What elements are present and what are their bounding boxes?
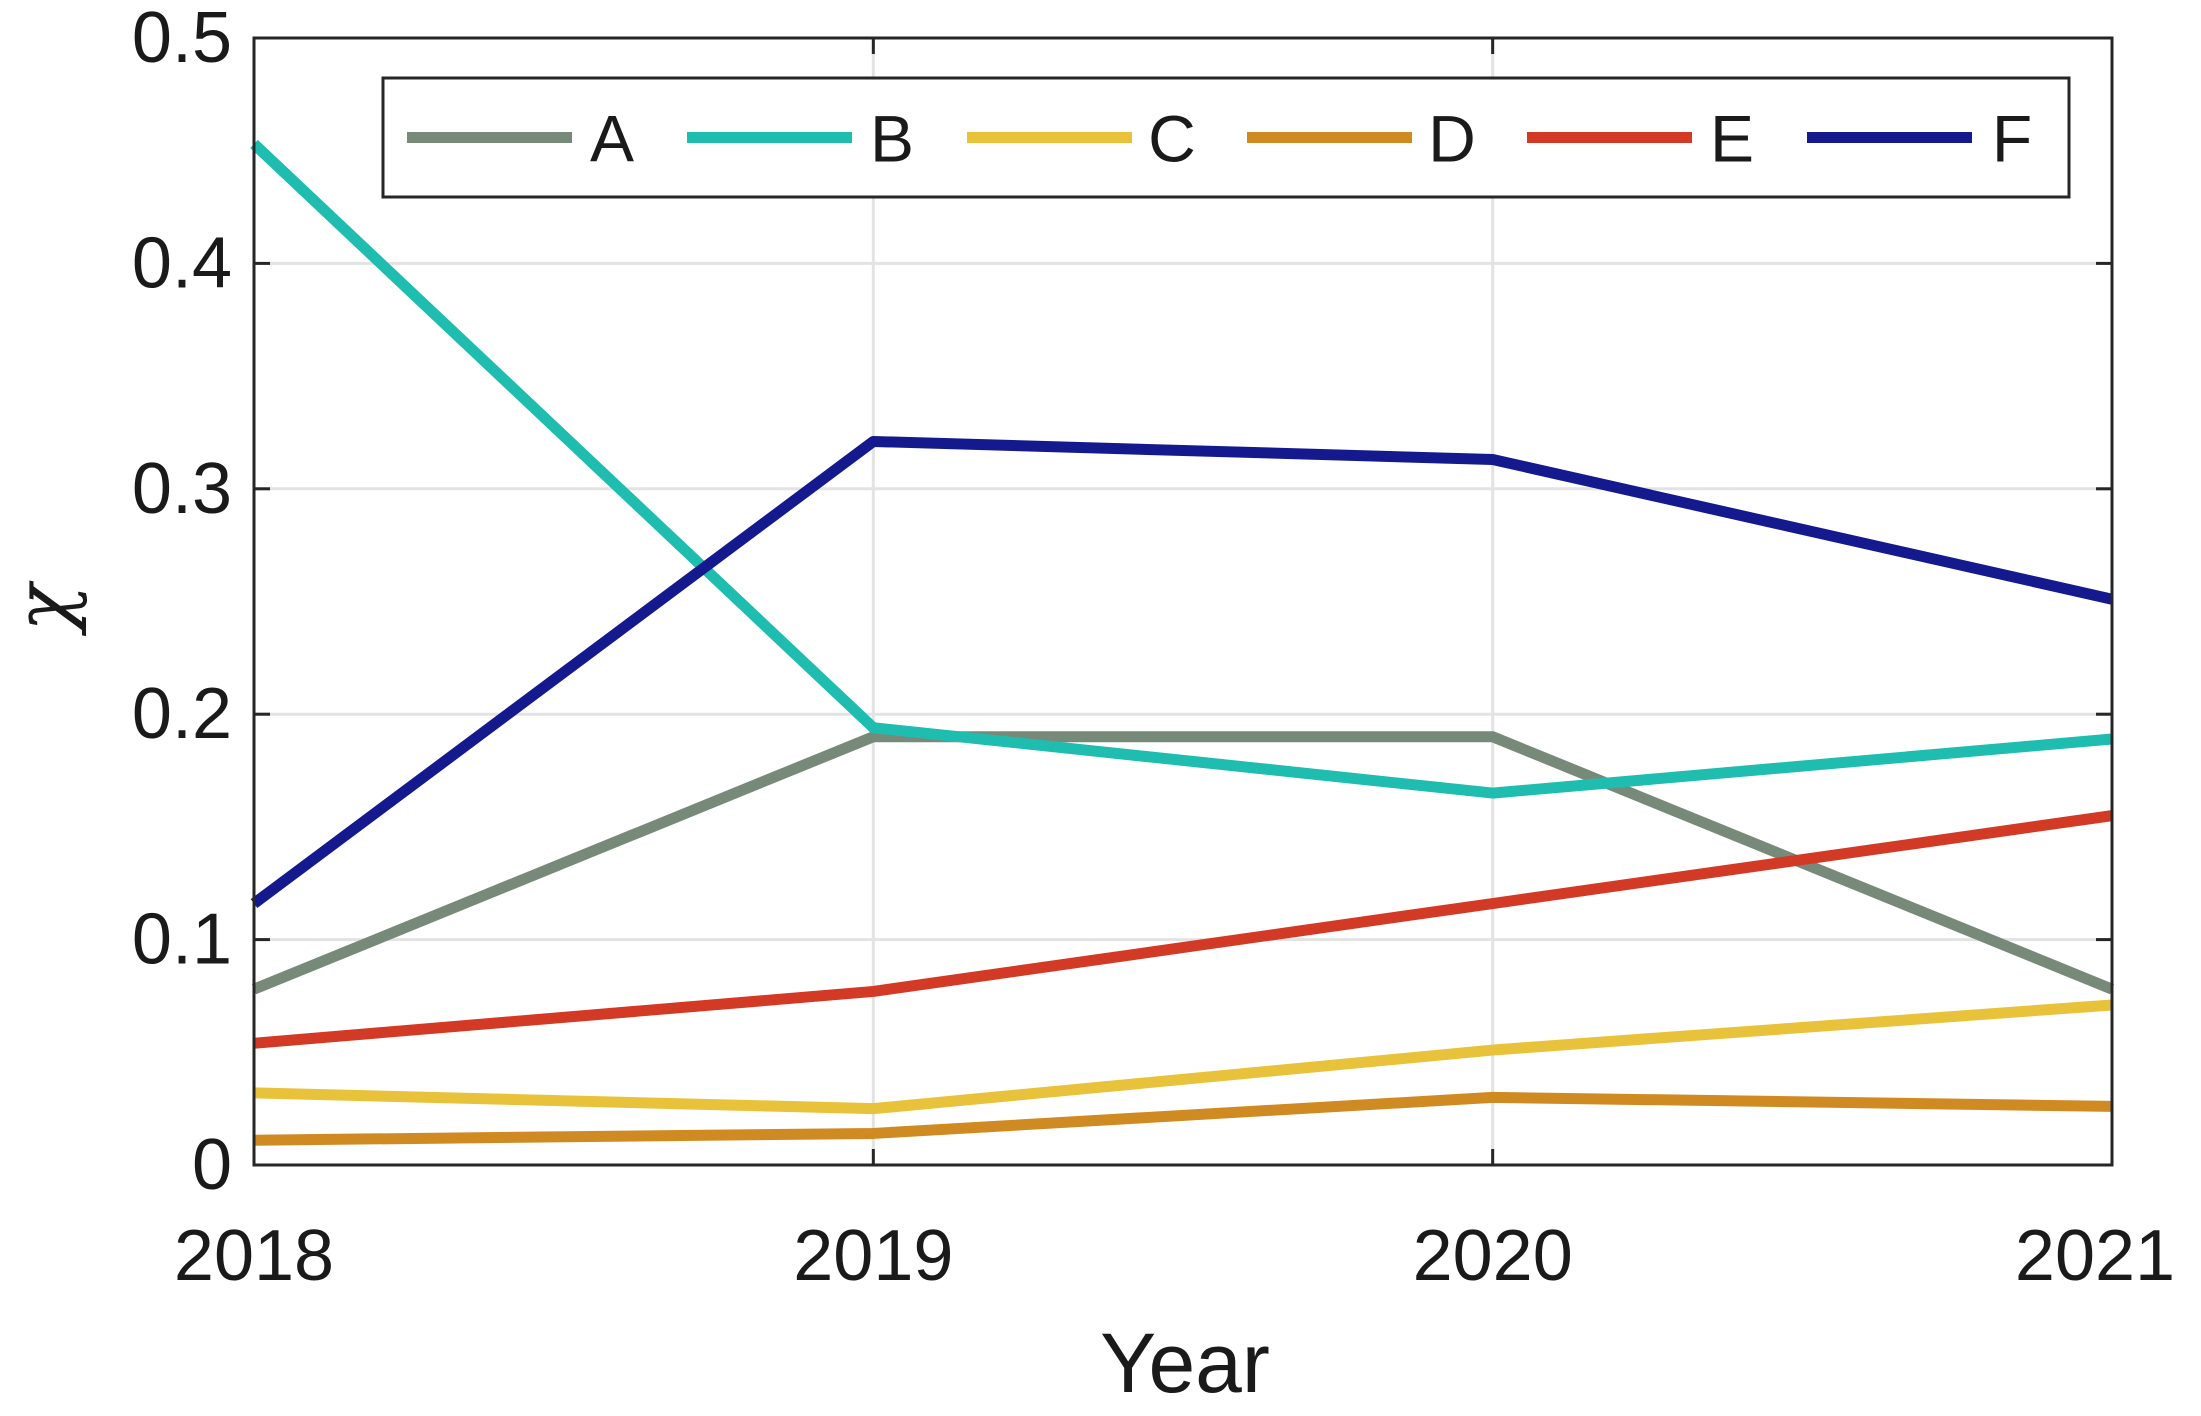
grid: [254, 38, 2112, 1165]
legend-label-b: B: [870, 102, 914, 176]
series-line-c: [253, 999, 2113, 1115]
axes: [252, 36, 2114, 1167]
y-tick-label: 0.3: [132, 449, 232, 529]
series-line-b: [250, 139, 2113, 799]
series-line-f: [250, 435, 2114, 908]
y-tick-label: 0.1: [132, 900, 232, 980]
plot-frame: [252, 36, 2114, 1167]
tick-labels: 0 0.1 0.2 0.3 0.4 0.5 2018 2019 2020 2021: [132, 0, 2175, 1296]
legend-label-a: A: [590, 102, 634, 176]
legend-label-e: E: [1710, 102, 1754, 176]
legend: A B C D E F: [381, 76, 2071, 199]
y-axis-label: χ: [0, 580, 89, 637]
series-line-e: [253, 810, 2113, 1049]
x-tick-label: 2020: [1413, 1216, 1573, 1296]
x-tick-label: 2021: [2015, 1216, 2175, 1296]
x-axis-label: Year: [1100, 1316, 1270, 1410]
y-tick-label: 0: [192, 1125, 232, 1205]
series-lines: [250, 139, 2115, 1146]
x-tick-label: 2018: [174, 1216, 334, 1296]
y-tick-label: 0.4: [132, 223, 232, 303]
legend-box: [381, 76, 2071, 199]
legend-label-c: C: [1148, 102, 1196, 176]
series-line-d: [253, 1091, 2113, 1146]
legend-label-d: D: [1428, 102, 1476, 176]
y-tick-label: 0.2: [132, 674, 232, 754]
legend-label-f: F: [1992, 102, 2032, 176]
x-tick-label: 2019: [793, 1216, 953, 1296]
y-tick-label: 0.5: [132, 0, 232, 78]
